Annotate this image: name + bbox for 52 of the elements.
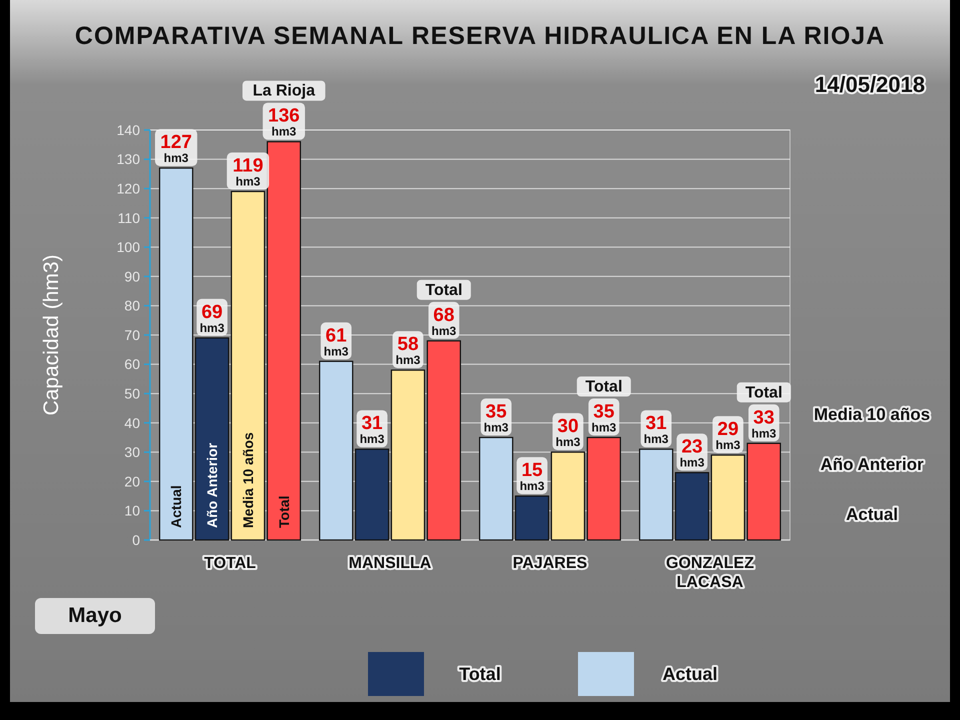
series-label: Media 10 años: [240, 432, 256, 528]
text: Actual: [846, 505, 898, 524]
y-tick-label: 90: [124, 268, 140, 284]
x-tick-label: PAJARES: [512, 555, 588, 572]
y-tick-label: 130: [116, 151, 140, 168]
text: 14/05/2018: [814, 72, 925, 97]
text: Mayo: [68, 604, 122, 627]
data-label: 119 hm3: [232, 156, 264, 188]
y-tick-label: 110: [118, 210, 140, 226]
x-tick-label: GONZALEZ LACASA: [666, 555, 754, 591]
data-label: 29 hm3: [716, 419, 741, 452]
series-label: Total: [276, 496, 292, 528]
y-tick-label: 100: [116, 239, 140, 256]
data-label: 33 hm3: [752, 407, 777, 440]
data-label: 69 hm3: [200, 302, 225, 335]
y-tick-label: 30: [124, 444, 140, 460]
x-tick-label: TOTAL: [204, 555, 256, 572]
y-axis-title: Capacidad (hm3): [40, 254, 63, 416]
data-label: 58 hm3: [396, 334, 421, 368]
data-label: 30 hm3: [556, 416, 581, 450]
y-tick-label: 40: [124, 414, 140, 431]
annotation: Total: [745, 384, 782, 402]
chart-title: COMPARATIVA SEMANAL RESERVA HIDRAULICA EN LA RIOJA: [74, 22, 886, 50]
series-label: Año Anterior: [204, 442, 220, 528]
y-tick-label: 60: [124, 356, 140, 372]
series-label: Actual: [168, 485, 184, 528]
data-label: 15 hm3: [520, 460, 545, 494]
annotation: Total: [425, 282, 462, 299]
y-tick-label: 70: [124, 326, 140, 343]
data-label: 68 hm3: [432, 304, 457, 338]
y-tick-label: 120: [116, 180, 140, 196]
data-label: 127 hm3: [160, 132, 192, 166]
data-label: 61 hm3: [324, 325, 349, 358]
data-label: 35 hm3: [592, 402, 617, 434]
data-label: 136 hm3: [268, 106, 300, 139]
y-tick-label: 50: [124, 385, 140, 402]
data-label: 23 hm3: [680, 436, 705, 470]
text: Media 10 años: [814, 405, 930, 424]
data-label: 31 hm3: [644, 413, 669, 446]
x-tick-label: MANSILLA: [348, 555, 432, 572]
text: La Rioja: [252, 82, 316, 100]
y-tick-label: 20: [124, 473, 140, 490]
data-label: 35 hm3: [484, 402, 509, 434]
data-label: 31 hm3: [360, 413, 385, 446]
y-tick-label: 0: [132, 532, 140, 548]
y-tick-label: 80: [124, 298, 140, 314]
text: Total: [459, 664, 501, 684]
annotation: Total: [585, 378, 622, 396]
y-tick-label: 140: [116, 122, 140, 138]
y-tick-label: 10: [124, 502, 140, 519]
text: Actual: [662, 664, 718, 684]
text: Año Anterior: [820, 455, 924, 474]
